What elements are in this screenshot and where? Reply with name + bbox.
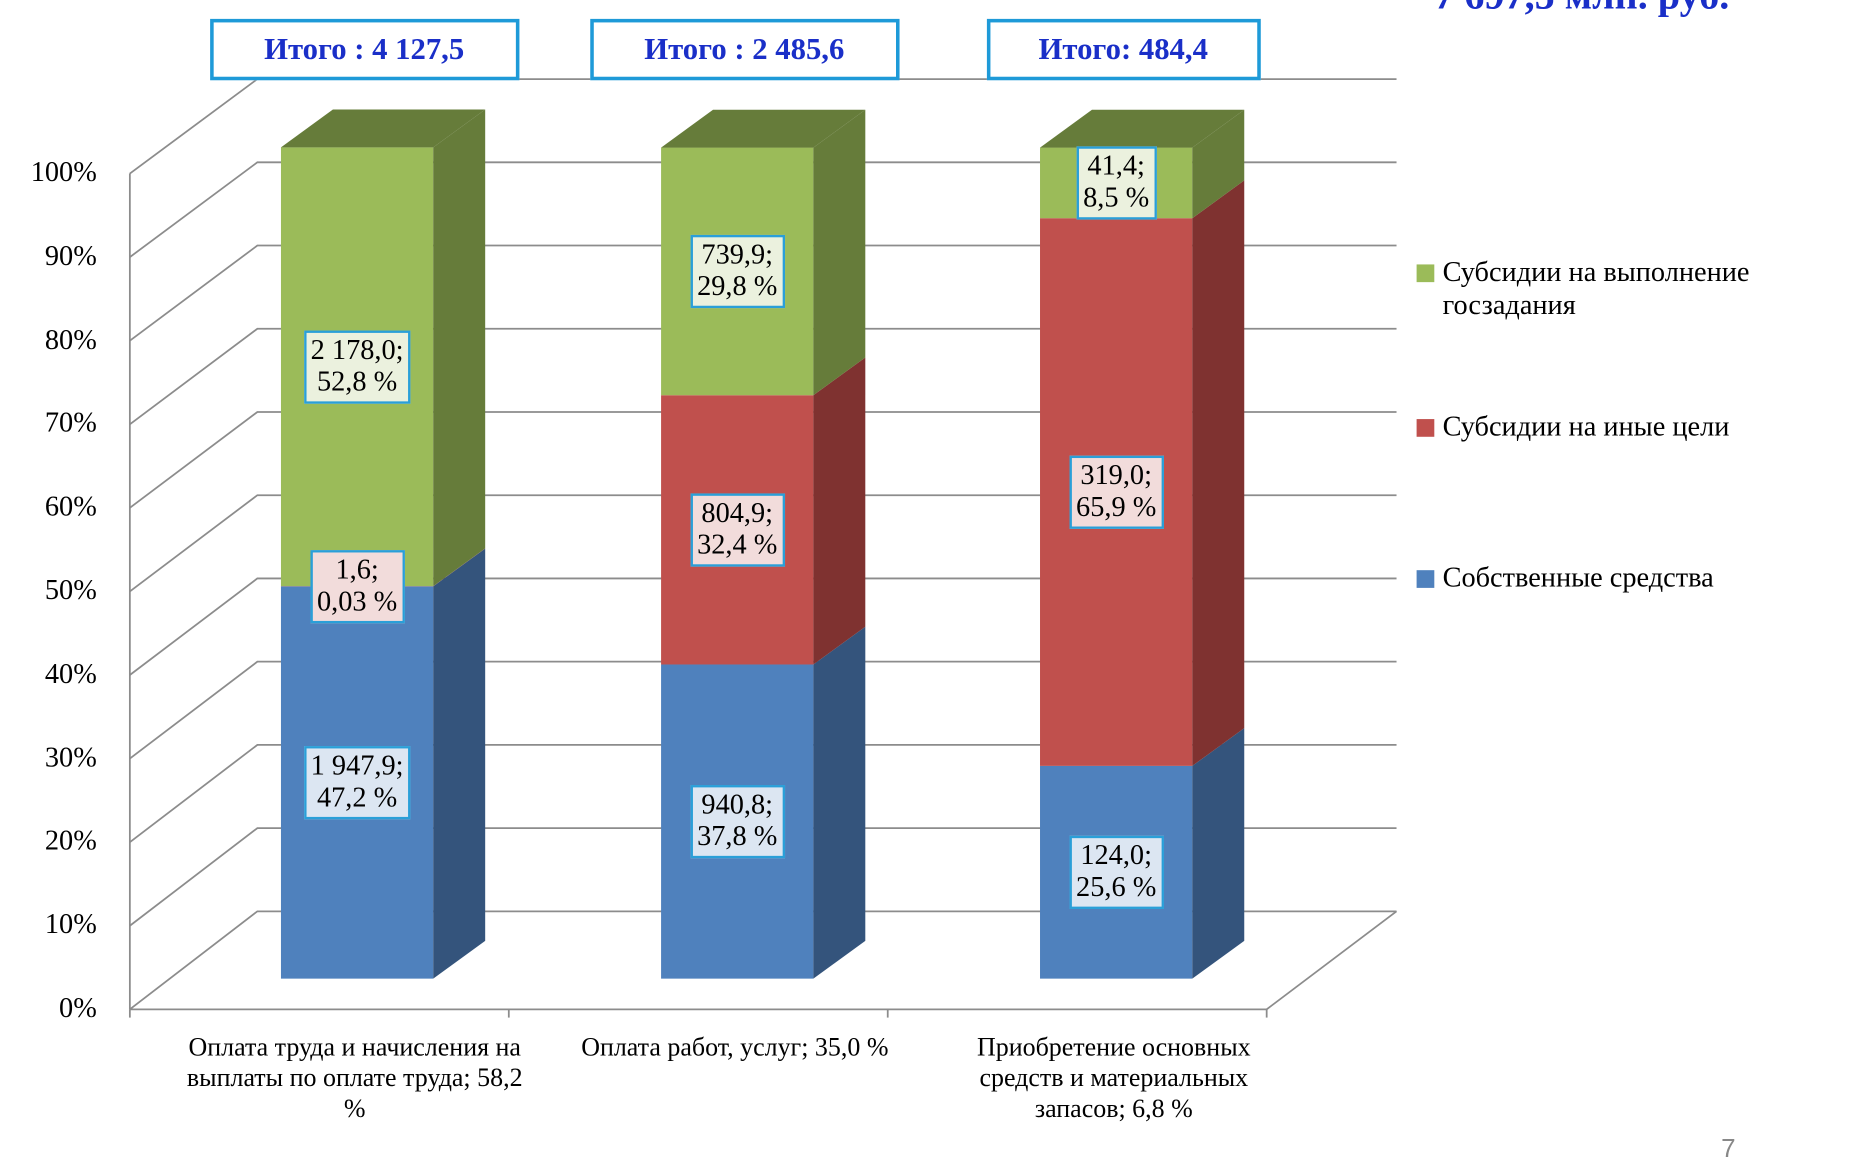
y-tick-label: 0% [59,993,97,1025]
data-label: 319,0; 65,9 % [1068,455,1164,529]
bar-top [280,109,486,148]
data-label: 124,0; 25,6 % [1068,835,1164,909]
total-label: Итого : 4 127,5 [209,18,519,81]
y-tick-label: 20% [44,826,97,857]
grid-line [129,744,1397,843]
y-tick-label: 60% [44,491,97,523]
bar-side [813,357,866,665]
bar-side [1192,180,1245,766]
legend-swatch [1416,264,1435,283]
grid-line [129,577,1397,676]
bar-top [661,109,866,148]
bar-side [433,109,486,587]
grid-line [129,827,1397,927]
y-tick-label: 90% [44,241,97,272]
x-tick-label: Приобретение основных средств и материал… [976,1031,1251,1123]
data-label: 2 178,0; 52,8 % [303,330,411,404]
data-label: 41,4; 8,5 % [1076,146,1157,220]
legend-entry: Субсидии на выполнение госзадания [1416,256,1842,322]
data-label: 804,9; 32,4 % [690,493,785,567]
bar-side [1192,728,1245,979]
data-label: 940,8; 37,8 % [690,784,785,859]
data-label: 1 947,9; 47,2 % [303,745,411,820]
legend-swatch [1416,570,1435,588]
bar-side [433,548,486,979]
grid-line [129,910,1397,1011]
total-label: Итого: 484,4 [986,18,1261,81]
data-label: 739,9; 29,8 % [690,234,785,308]
legend-swatch [1416,419,1435,437]
grid-line [129,327,1397,425]
bar-side [1192,109,1245,219]
y-tick-label: 100% [30,157,97,189]
y-tick-label: 50% [44,575,97,607]
data-label: 1,6; 0,03 % [309,549,405,623]
bar-top [1040,109,1245,148]
total-label: Итого : 2 485,6 [589,18,899,81]
page-number: 7 [1721,1133,1736,1163]
bar-side [813,626,866,979]
legend-entry: Собственные средства [1416,562,1842,595]
grid-line [129,411,1397,509]
x-tick-label: Оплата работ, услуг; 35,0 % [581,1031,889,1062]
x-tick-label: Оплата труда и начисления на выплаты по … [186,1031,523,1123]
y-tick-label: 80% [44,324,97,356]
grid-line [129,660,1397,760]
y-tick-label: 70% [44,408,97,440]
y-tick-label: 10% [44,909,97,941]
bar-side [813,109,866,396]
grid-line [129,494,1397,593]
grid-line [129,161,1397,258]
y-tick-label: 40% [44,659,97,690]
y-tick-label: 30% [44,742,97,774]
total-annotation: 7 697,5 млн. руб. [1434,0,1729,19]
grid-line [129,244,1397,342]
bar-side [433,548,486,587]
legend-entry: Субсидии на иные цели [1416,411,1842,444]
